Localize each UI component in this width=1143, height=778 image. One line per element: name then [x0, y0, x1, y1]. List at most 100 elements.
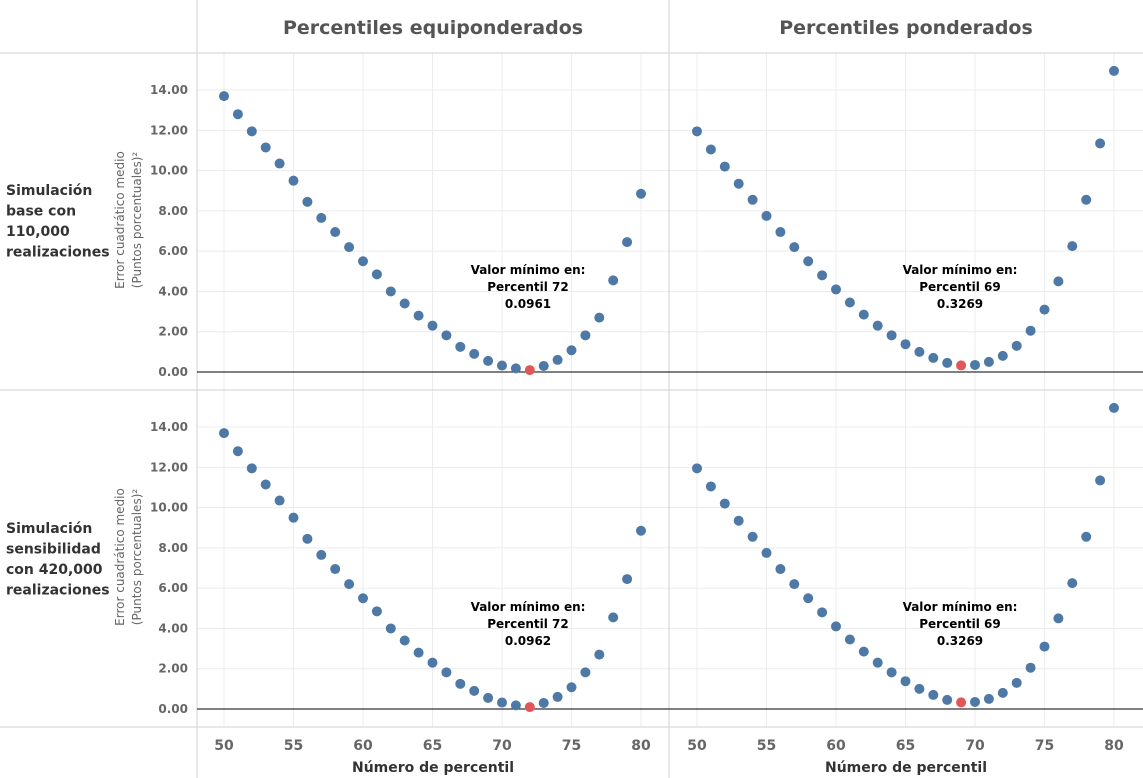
- y-tick-label: 0.00: [158, 365, 188, 379]
- x-tick-label: 50: [687, 738, 707, 754]
- data-point: [399, 298, 410, 309]
- data-point: [469, 348, 480, 359]
- minimum-point: [956, 697, 967, 708]
- x-tick-label: 55: [757, 738, 776, 754]
- data-point: [497, 360, 507, 371]
- data-point: [510, 363, 521, 374]
- x-tick-label: 75: [562, 738, 581, 754]
- data-point: [427, 320, 438, 331]
- y-tick-label: 2.00: [158, 325, 188, 339]
- data-point: [705, 481, 716, 492]
- data-point: [622, 574, 633, 585]
- data-point: [260, 142, 271, 153]
- data-point: [997, 350, 1008, 361]
- data-point: [747, 531, 758, 542]
- data-point: [886, 667, 897, 678]
- min-annotation-line: Percentil 69: [919, 617, 1001, 631]
- y-tick-label: 2.00: [158, 662, 188, 676]
- data-point: [719, 498, 730, 509]
- data-point: [371, 606, 382, 617]
- data-point: [636, 188, 646, 199]
- y-tick-label: 6.00: [158, 581, 188, 595]
- data-point: [316, 212, 327, 223]
- row-label-line: realizaciones: [6, 583, 110, 599]
- data-point: [803, 593, 814, 604]
- y-axis-title: Error cuadrático medio: [113, 151, 127, 289]
- data-point: [928, 689, 939, 700]
- data-point: [719, 161, 730, 172]
- data-point: [970, 359, 980, 370]
- data-point: [775, 227, 786, 238]
- data-point: [330, 564, 341, 575]
- data-point: [1011, 677, 1022, 688]
- data-point: [803, 256, 814, 267]
- data-point: [594, 312, 605, 323]
- min-annotation-line: Percentil 72: [487, 617, 569, 631]
- min-annotation-line: Valor mínimo en:: [471, 263, 586, 277]
- data-point: [344, 242, 355, 253]
- data-point: [733, 178, 744, 189]
- data-point: [219, 91, 229, 102]
- data-point: [872, 320, 883, 331]
- data-point: [1025, 662, 1036, 673]
- data-point: [789, 242, 800, 253]
- y-tick-label: 6.00: [158, 244, 188, 258]
- row-label-line: realizaciones: [6, 245, 110, 261]
- data-point: [844, 634, 855, 645]
- data-point: [566, 682, 577, 693]
- x-tick-label: 50: [214, 738, 234, 754]
- data-point: [858, 309, 869, 320]
- minimum-point: [956, 360, 967, 371]
- row-label-line: 110,000: [6, 224, 70, 240]
- data-point: [942, 357, 953, 368]
- minimum-point: [524, 365, 535, 376]
- data-point: [566, 345, 577, 356]
- x-axis-title: Número de percentil: [825, 760, 987, 776]
- data-point: [983, 356, 994, 367]
- data-point: [761, 210, 772, 221]
- min-annotation-line: 0.3269: [937, 634, 983, 648]
- data-point: [385, 286, 396, 297]
- data-point: [413, 310, 424, 321]
- x-tick-label: 70: [965, 738, 985, 754]
- data-point: [483, 355, 494, 366]
- data-point: [399, 635, 410, 646]
- data-point: [747, 194, 758, 205]
- data-point: [1109, 402, 1119, 413]
- data-point: [344, 579, 355, 590]
- y-axis-title: (Puntos porcentuales)²: [130, 152, 144, 289]
- data-point: [413, 647, 424, 658]
- data-point: [274, 495, 285, 506]
- data-point: [469, 685, 480, 696]
- data-point: [608, 275, 619, 286]
- data-point: [483, 692, 494, 703]
- data-point: [692, 463, 702, 474]
- data-point: [831, 284, 841, 295]
- y-tick-label: 8.00: [158, 204, 188, 218]
- data-point: [831, 621, 841, 632]
- data-point: [288, 512, 299, 523]
- row-label-line: con 420,000: [6, 562, 103, 578]
- data-point: [552, 354, 563, 365]
- data-point: [900, 339, 911, 350]
- row-label-line: base con: [6, 204, 76, 220]
- x-axis-title: Número de percentil: [352, 760, 514, 776]
- data-point: [1039, 304, 1050, 315]
- x-tick-label: 60: [353, 738, 373, 754]
- y-tick-label: 14.00: [150, 420, 188, 434]
- data-point: [1095, 138, 1106, 149]
- data-point: [1067, 578, 1078, 589]
- data-point: [232, 109, 243, 120]
- data-point: [358, 593, 368, 604]
- data-point: [441, 667, 452, 678]
- data-point: [942, 694, 953, 705]
- x-tick-label: 80: [1104, 738, 1124, 754]
- data-point: [316, 549, 327, 560]
- data-point: [1095, 475, 1106, 486]
- data-point: [789, 579, 800, 590]
- data-point: [441, 330, 452, 341]
- data-point: [914, 346, 925, 357]
- data-point: [900, 676, 911, 687]
- data-point: [622, 237, 633, 248]
